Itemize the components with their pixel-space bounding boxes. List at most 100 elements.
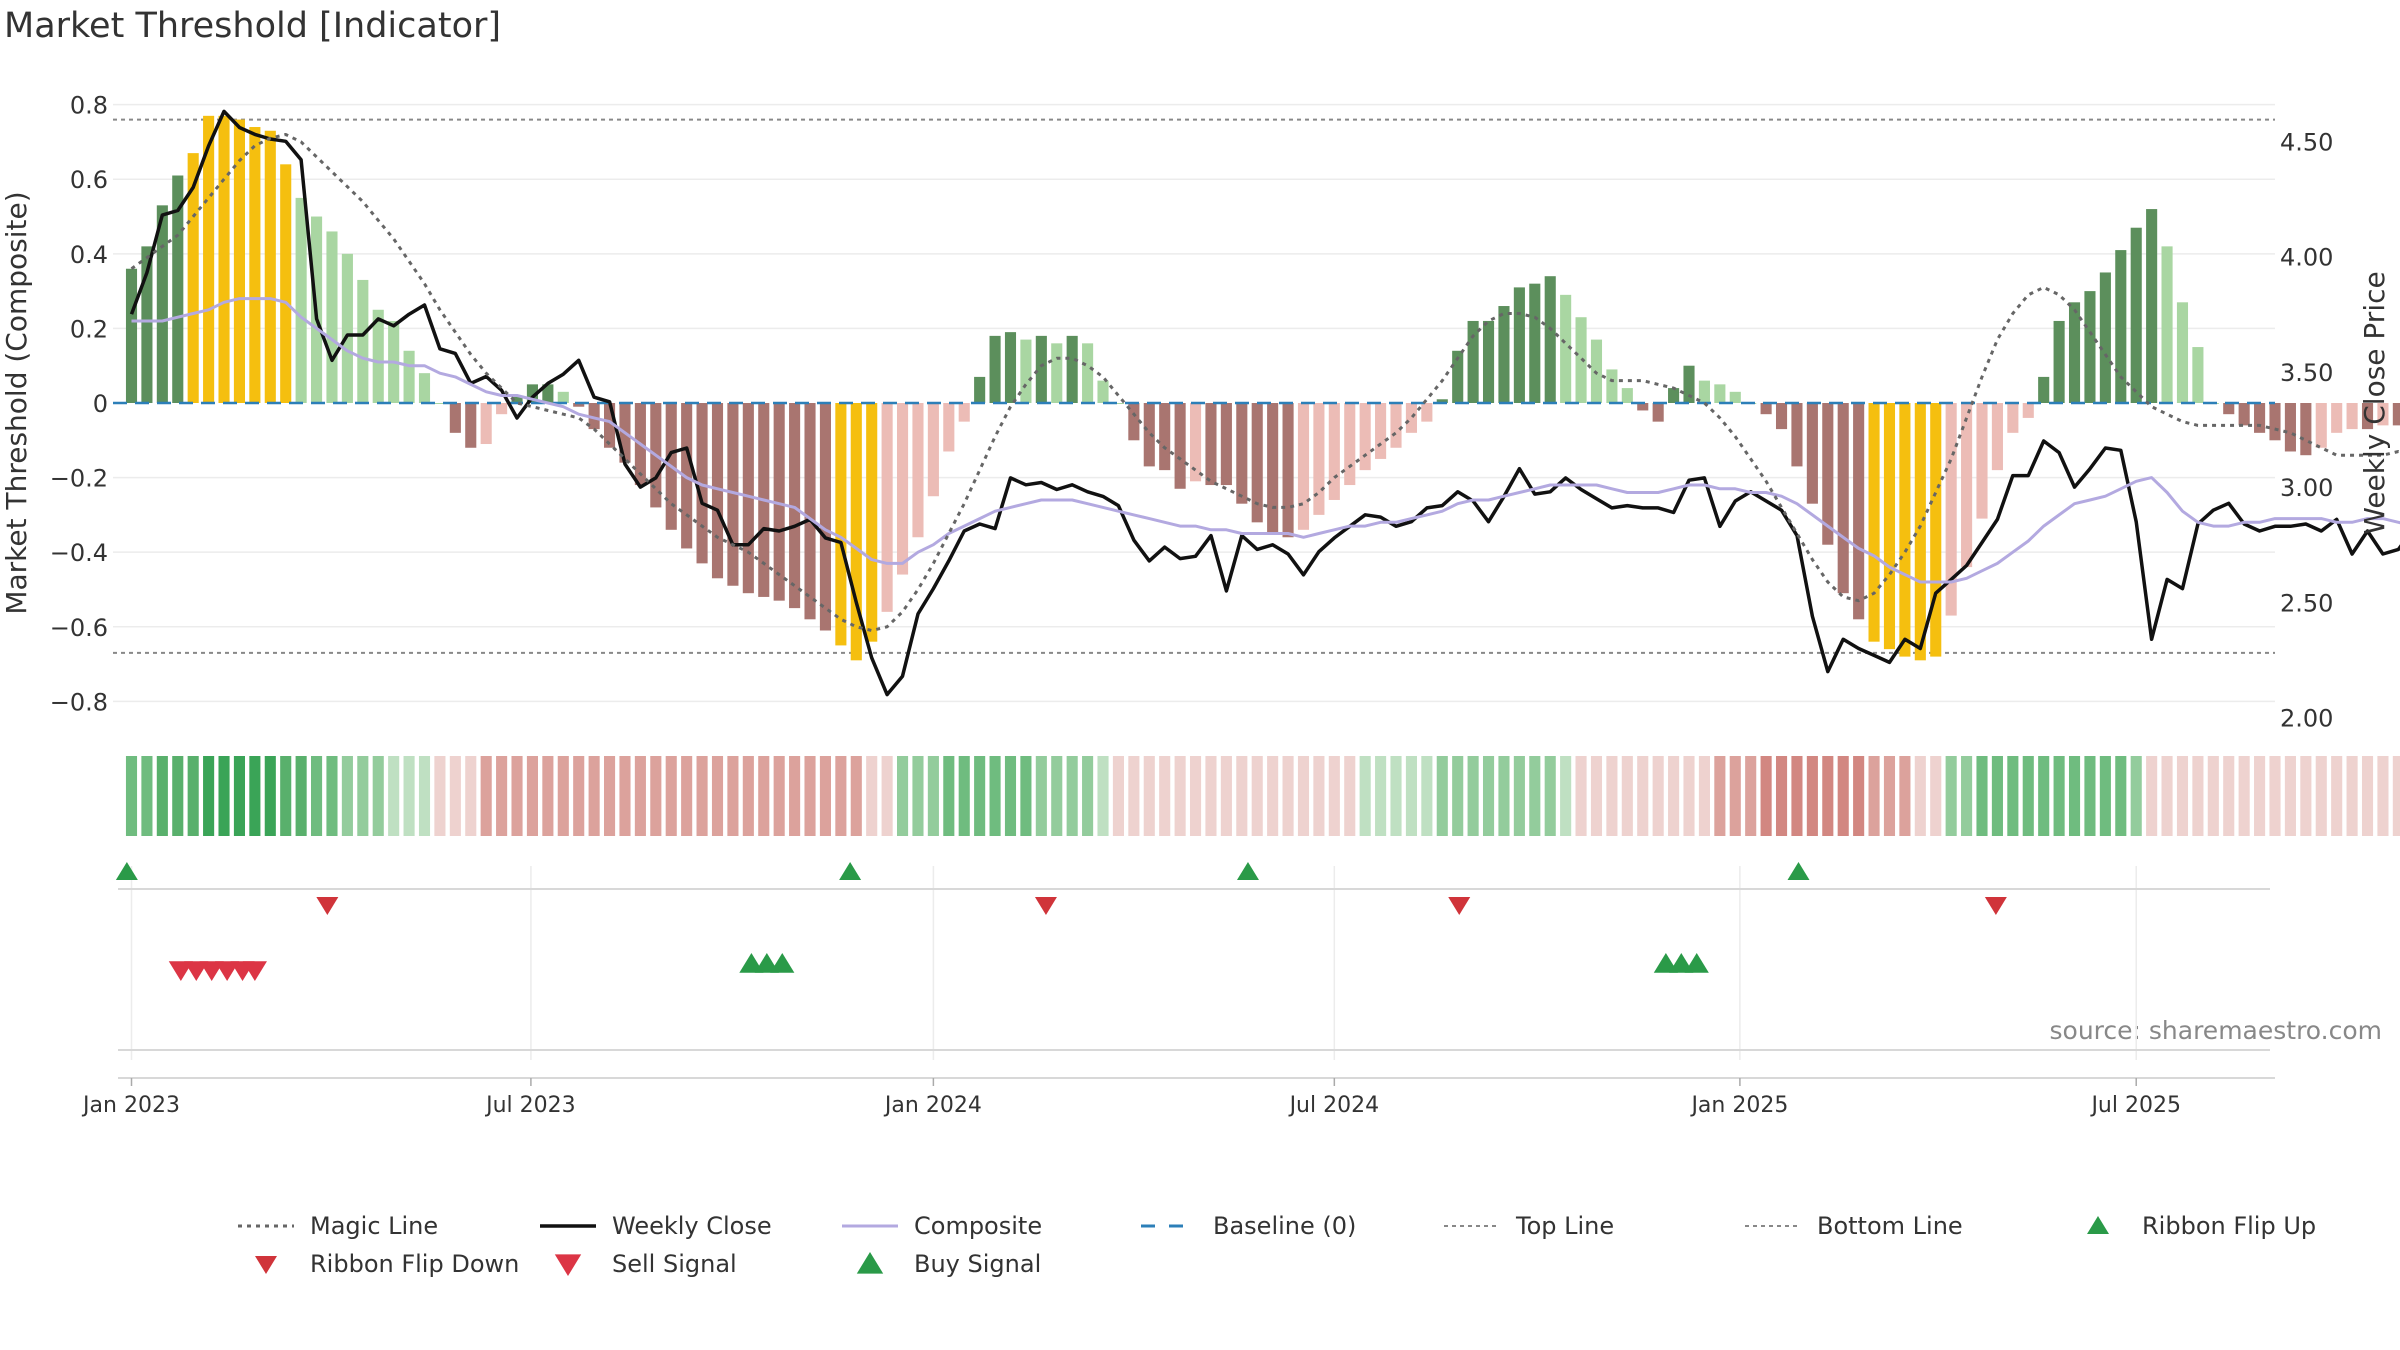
ribbon-segment [542,756,554,836]
histogram-bar [218,115,230,403]
ribbon-segment [2254,756,2266,836]
left-tick-label: −0.2 [50,465,108,493]
ribbon-segment [1020,756,1032,836]
histogram-bar [2084,291,2096,403]
ribbon-segment [326,756,338,836]
histogram-bar [881,403,893,612]
ribbon-segment [1544,756,1556,836]
histogram-bar [264,130,276,404]
ribbon-segment [989,756,1001,836]
x-tick-label: Jul 2025 [2089,1093,2181,1118]
histogram-bar [280,164,292,403]
histogram-bar [1606,369,1618,403]
ribbon-segment [480,756,492,836]
histogram-bar [1452,350,1464,403]
ribbon-segment [1128,756,1140,836]
ribbon-segment [141,756,153,836]
ribbon-segment [1513,756,1525,836]
histogram-bar [912,403,924,538]
histogram-bar [141,246,153,403]
histogram-bar [1668,388,1680,403]
histogram-bar [1467,320,1479,403]
histogram-bar [249,127,261,403]
histogram-bar [1051,343,1063,403]
histogram-bar [974,376,986,403]
ribbon-segment [1529,756,1541,836]
ribbon-segment [1590,756,1603,836]
histogram-bar [866,403,878,642]
left-tick-label: 0.4 [70,241,108,269]
right-tick-label: 3.50 [2280,359,2333,387]
histogram-bar [1344,403,1356,486]
right-tick-label: 4.50 [2280,128,2333,156]
ribbon-segment [1143,756,1155,836]
histogram-bar [2099,272,2111,403]
ribbon-segment [557,756,569,836]
ribbon-flip-up-marker [115,862,138,880]
ribbon-segment [295,756,307,836]
histogram-bar [2254,403,2266,433]
ribbon-flip-down-marker [1448,897,1471,915]
ribbon-segment [2007,756,2019,836]
ribbon-segment [866,756,878,836]
histogram-bar [943,403,955,452]
histogram-bar [1853,403,1865,620]
ribbon-segment [742,756,754,836]
ribbon-segment [927,756,939,836]
histogram-bar [2192,347,2204,403]
ribbon-segment [2269,756,2281,836]
ribbon-segment [2361,756,2374,836]
histogram-bar [2022,403,2034,418]
histogram-bar [233,119,246,404]
ribbon-segment [280,756,292,836]
ribbon-segment [850,756,862,836]
ribbon-segment [758,756,770,836]
histogram-bar [1899,403,1911,657]
ribbon-segment [1251,756,1263,836]
histogram-bar [1760,403,1772,415]
chart-title: Market Threshold [Indicator] [4,6,502,46]
histogram-bar [2146,209,2158,403]
ribbon-segment [218,756,230,836]
ribbon-segment [2207,756,2219,836]
ribbon-segment [1159,756,1171,836]
histogram-bar [1945,403,1957,616]
ribbon-segment [1482,756,1495,836]
left-tick-label: 0.6 [70,166,108,194]
histogram-bar [1159,403,1171,471]
histogram-bar [1004,332,1017,403]
buy-signal-marker [1653,953,1678,973]
ribbon-segment [233,756,246,836]
histogram-bar [2007,403,2019,433]
histogram-bar [1991,403,2003,471]
ribbon-segment [526,756,538,836]
ribbon-segment [974,756,986,836]
histogram-bar [2068,302,2081,403]
histogram-bar [1513,287,1525,403]
ribbon-segment [1452,756,1464,836]
histogram-bar [341,253,353,403]
ribbon-segment [418,756,431,836]
histogram-bar [1297,403,1310,530]
ribbon-segment [403,756,415,836]
legend-label: Composite [914,1212,1042,1240]
ribbon-segment [1220,756,1232,836]
ribbon-segment [912,756,924,836]
ribbon-segment [2315,756,2327,836]
ribbon-segment [711,756,724,836]
ribbon-segment [496,756,508,836]
histogram-bar [850,403,862,661]
histogram-bar [1775,403,1788,430]
ribbon-segment [1375,756,1387,836]
histogram-bar [203,115,215,403]
ribbon-segment [1267,756,1279,836]
ribbon-segment [1436,756,1448,836]
legend-swatch [856,1252,884,1274]
ribbon-segment [434,756,446,836]
histogram-bar [2284,403,2296,452]
ribbon-flip-up-marker [1787,862,1810,880]
histogram-bar [1143,403,1155,467]
ribbon-segment [1236,756,1248,836]
histogram-bar [1652,403,1664,422]
